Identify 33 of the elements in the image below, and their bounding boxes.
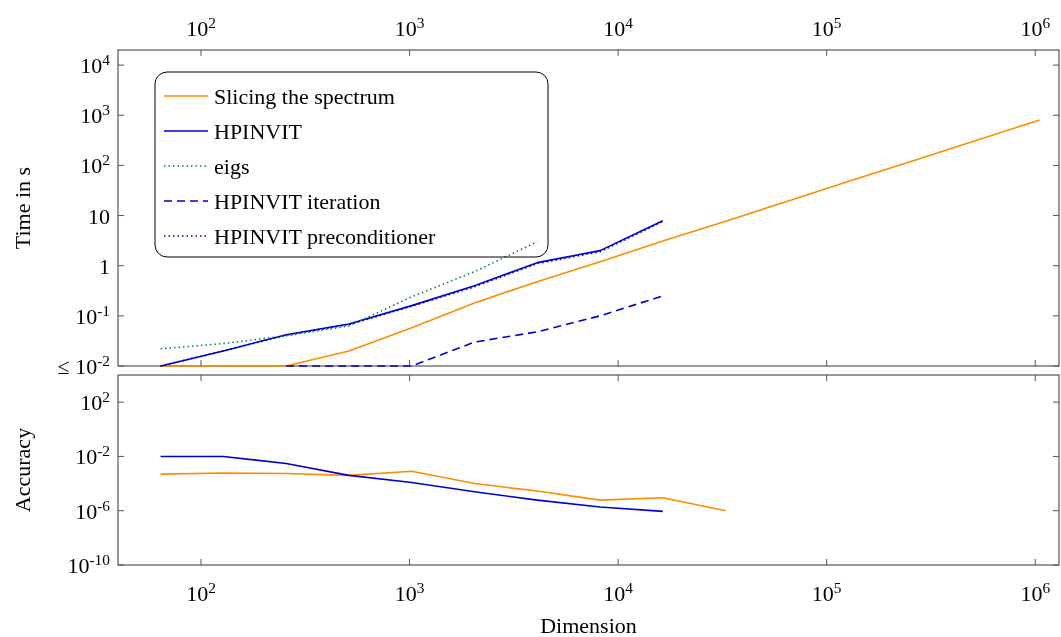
line-series — [159, 470, 727, 512]
x-axis-title: Dimension — [540, 613, 637, 637]
y-tick-label: 10$^{2}$ — [80, 387, 110, 416]
y-axis-title: Accuracy — [10, 427, 35, 513]
line-series — [285, 295, 664, 367]
legend-label: Slicing the spectrum — [214, 84, 395, 109]
x-tick-label: 10$^{4}$ — [603, 578, 634, 606]
legend-label: HPINVIT — [214, 119, 303, 144]
x-tick-label: 10$^{3}$ — [394, 578, 425, 606]
y-tick-label: 10$^{-1}$ — [75, 301, 110, 329]
legend-label: HPINVIT preconditioner — [214, 224, 437, 249]
y-tick-label: 10$^{4}$ — [80, 50, 111, 79]
y-tick-label: 10$^{-10}$ — [67, 550, 111, 578]
legend-label: eigs — [214, 154, 250, 179]
line-series — [159, 119, 1041, 367]
y-tick-label: 1 — [99, 253, 110, 279]
y-tick-label: 10$^{-6}$ — [75, 496, 111, 524]
x-tick-label: 10$^{4}$ — [603, 13, 634, 41]
x-tick-label: 10$^{2}$ — [186, 13, 216, 41]
y-tick-label: 10 — [88, 203, 110, 229]
y-axis-title: Time in s — [10, 166, 35, 250]
x-tick-label: 10$^{2}$ — [186, 578, 216, 606]
legend-label: HPINVIT iteration — [214, 189, 381, 214]
x-tick-label: 10$^{6}$ — [1020, 13, 1051, 41]
x-tick-label: 10$^{6}$ — [1020, 578, 1051, 606]
x-tick-label: 10$^{5}$ — [811, 13, 842, 41]
line-series — [159, 455, 664, 513]
y-tick-label: 10$^{2}$ — [80, 150, 110, 179]
x-tick-label: 10$^{3}$ — [394, 13, 425, 41]
y-tick-label: 10$^{3}$ — [80, 100, 111, 129]
y-tick-label: ≤ 10$^{-2}$ — [57, 351, 110, 379]
y-tick-label: 10$^{-2}$ — [75, 441, 110, 470]
x-tick-label: 10$^{5}$ — [811, 578, 842, 606]
